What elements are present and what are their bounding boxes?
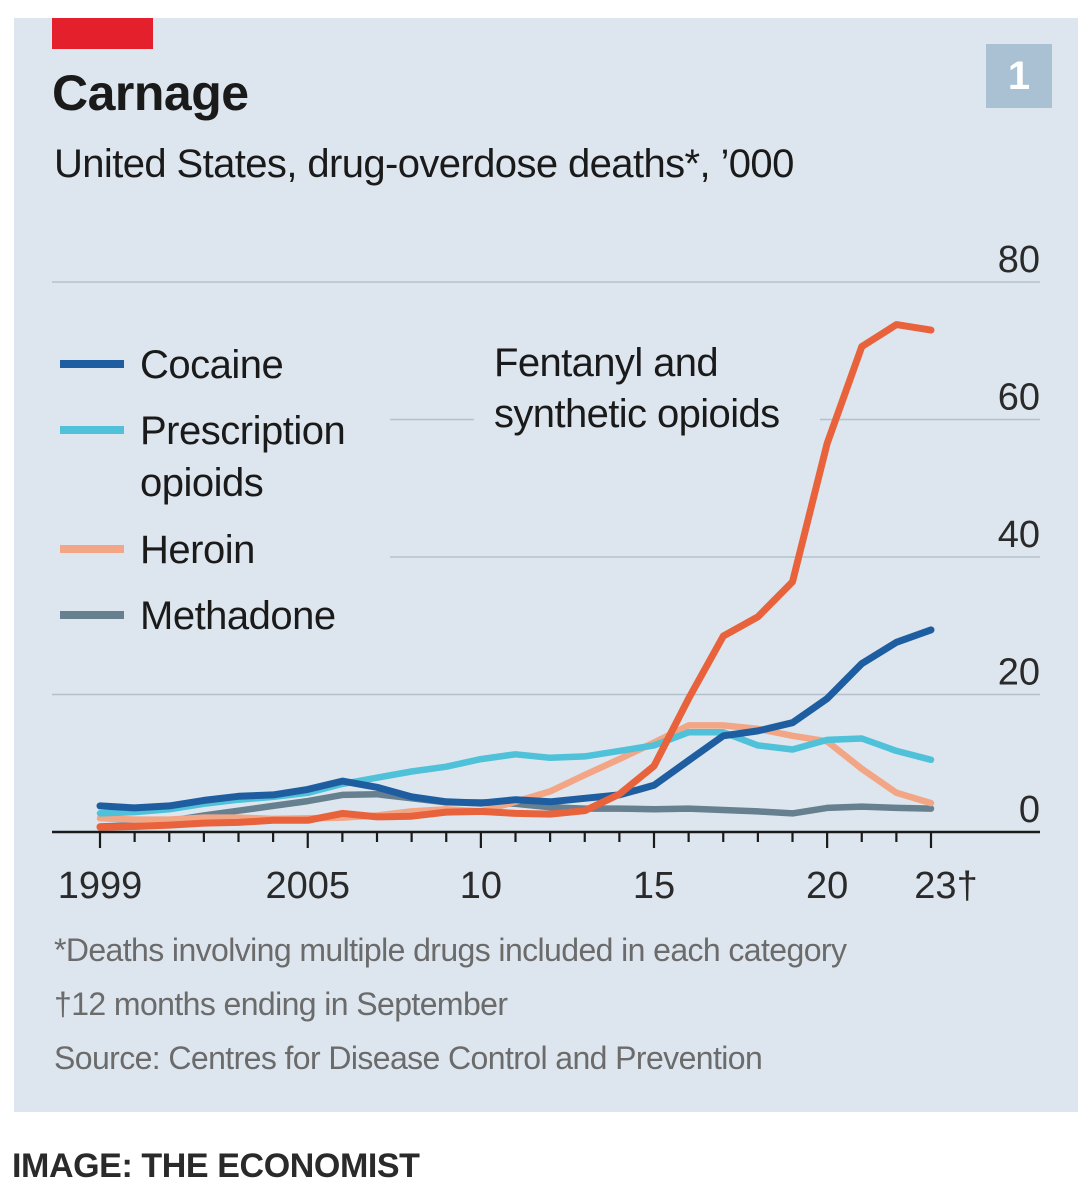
legend-label-heroin-0: Heroin bbox=[140, 528, 255, 572]
y-tick-label-80: 80 bbox=[998, 239, 1040, 281]
footnote-twelve-months: †12 months ending in September bbox=[54, 986, 508, 1022]
x-tick-label-2023: 23† bbox=[914, 865, 977, 907]
y-tick-label-20: 20 bbox=[998, 652, 1040, 694]
annotation-fentanyl-1: synthetic opioids bbox=[494, 392, 780, 436]
x-tick-label-1999: 1999 bbox=[58, 865, 143, 907]
annotation-fentanyl-0: Fentanyl and bbox=[494, 341, 718, 385]
legend-label-methadone-0: Methadone bbox=[140, 594, 336, 638]
series-line-cocaine bbox=[96, 626, 935, 812]
legend-label-prescription-opioids-1: opioids bbox=[140, 461, 263, 505]
y-tick-label-60: 60 bbox=[998, 377, 1040, 419]
legend-label-prescription-opioids-0: Prescription bbox=[140, 409, 345, 453]
source-note: Source: Centres for Disease Control and … bbox=[54, 1040, 763, 1076]
chart-title: Carnage bbox=[52, 65, 249, 121]
y-tick-label-40: 40 bbox=[998, 514, 1040, 556]
series-line-fentanyl-and-synthetic-opioids bbox=[96, 321, 935, 831]
chart-subtitle: United States, drug-overdose deaths*, ’0… bbox=[54, 142, 794, 186]
x-tick-label-2020: 20 bbox=[806, 865, 848, 907]
x-tick-label-2010: 10 bbox=[460, 865, 502, 907]
chart-number-badge: 1 bbox=[986, 44, 1052, 108]
footnote-multiple-drugs: *Deaths involving multiple drugs include… bbox=[54, 932, 847, 968]
chart-panel bbox=[14, 18, 1078, 1112]
image-credit: IMAGE: THE ECONOMIST bbox=[12, 1147, 420, 1185]
brand-red-tag bbox=[52, 18, 153, 49]
y-tick-label-0: 0 bbox=[1019, 789, 1040, 831]
legend-label-cocaine-0: Cocaine bbox=[140, 343, 283, 387]
x-tick-label-2005: 2005 bbox=[265, 865, 350, 907]
x-tick-label-2015: 15 bbox=[633, 865, 675, 907]
